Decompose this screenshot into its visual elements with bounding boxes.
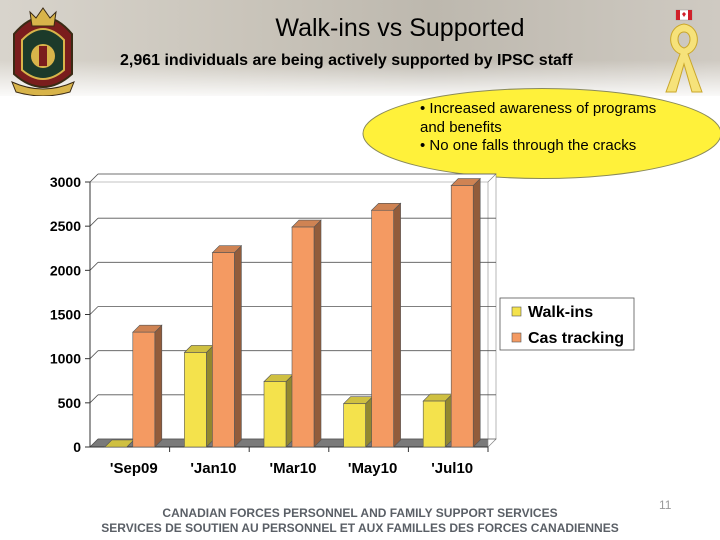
bar-side	[393, 202, 401, 448]
page-number: 11	[659, 498, 672, 512]
footer: CANADIAN FORCES PERSONNEL AND FAMILY SUP…	[0, 506, 720, 536]
gridline-diagonal	[89, 438, 99, 448]
bar	[450, 185, 474, 448]
y-tick-label: 2000	[50, 262, 81, 278]
y-tick-label: 3000	[50, 174, 81, 190]
legend-label: Cas tracking	[528, 330, 624, 347]
x-tick-label: 'Jul10	[431, 460, 473, 477]
bar-side	[472, 177, 481, 448]
footer-english: CANADIAN FORCES PERSONNEL AND FAMILY SUP…	[162, 506, 558, 520]
bar	[343, 403, 366, 448]
bar	[291, 226, 315, 448]
y-tick-label: 2500	[50, 218, 81, 234]
bar	[371, 209, 394, 448]
bar-chart: 0 500 1000 1500 2000 2500 3000 'Sep09 'Jan10 'Mar…	[50, 173, 635, 477]
bar	[263, 381, 287, 448]
y-tick-label: 1500	[50, 307, 81, 323]
bar-side	[234, 244, 242, 448]
legend-swatch	[511, 306, 522, 317]
bar-side	[313, 219, 322, 448]
footer-french: SERVICES DE SOUTIEN AU PERSONNEL ET AUX …	[101, 521, 619, 535]
gridline-diagonal	[89, 217, 99, 227]
callout-text: • Increased awareness of programs and be…	[420, 100, 656, 156]
x-tick-label: 'Jan10	[190, 460, 236, 477]
x-tick-label: 'May10	[348, 460, 397, 477]
y-tick-label: 0	[73, 439, 81, 455]
bar	[422, 400, 446, 448]
gridline-diagonal	[89, 350, 99, 359]
legend-box	[499, 297, 635, 351]
legend-label: Walk-ins	[528, 304, 593, 321]
slide-title: Walk-ins vs Supported	[275, 14, 525, 42]
gridline-diagonal	[89, 306, 99, 315]
bar-side	[154, 324, 163, 448]
bar	[132, 331, 156, 448]
plot-side-wall	[487, 173, 497, 448]
x-tick-label: 'Mar10	[270, 460, 317, 477]
callout-line: • Increased awareness of programs	[420, 100, 657, 117]
y-tick-label: 1000	[50, 351, 81, 367]
bar	[184, 352, 207, 448]
slide-subtitle: 2,961 individuals are being actively sup…	[120, 52, 573, 69]
plot-back-wall	[89, 173, 497, 183]
y-tick-label: 500	[58, 395, 82, 411]
crest-logo	[11, 7, 75, 96]
yellow-ribbon-icon	[665, 9, 703, 93]
gridline-diagonal	[89, 394, 99, 404]
gridline-diagonal	[89, 173, 99, 183]
callout-line: and benefits	[420, 118, 502, 136]
x-tick-label: 'Sep09	[110, 460, 158, 477]
callout-ellipse	[362, 88, 720, 179]
bar	[212, 252, 235, 448]
legend-swatch	[511, 332, 522, 343]
callout-line: • No one falls through the cracks	[420, 137, 637, 154]
gridline-diagonal	[89, 262, 99, 271]
